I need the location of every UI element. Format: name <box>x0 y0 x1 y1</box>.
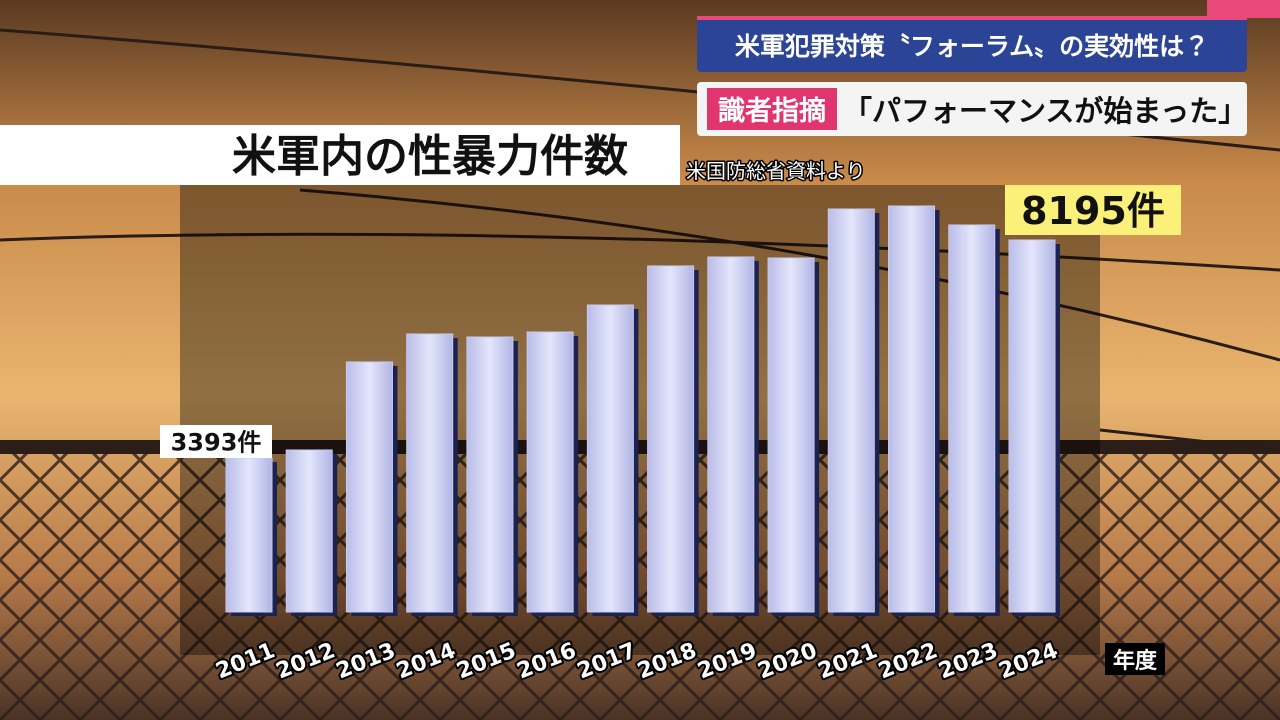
x-axis-label: 年度 <box>1113 648 1158 674</box>
bar <box>767 257 815 613</box>
bar <box>526 331 574 613</box>
bar <box>1008 239 1056 613</box>
bar <box>647 265 695 613</box>
source: 米国防総省資料より <box>686 159 866 183</box>
bar <box>225 457 273 613</box>
value-label: 3393件 <box>171 429 262 457</box>
headline: 米軍犯罪対策〝フォーラム〟の実効性は？ <box>735 32 1209 61</box>
subheadline: 「パフォーマンスが始まった」 <box>843 94 1247 128</box>
bar <box>406 333 454 613</box>
fence <box>0 440 1280 720</box>
bar <box>707 256 755 613</box>
bar <box>888 205 936 613</box>
bar <box>827 208 875 613</box>
bar <box>285 449 333 613</box>
bar <box>948 224 996 613</box>
tag-box <box>707 88 837 130</box>
headline-box <box>697 16 1247 72</box>
value-label-box <box>160 424 272 458</box>
headline-accent <box>697 16 1247 20</box>
bar <box>586 304 634 613</box>
title-box <box>0 125 680 185</box>
chart-title: 米軍内の性暴力件数 <box>232 131 628 182</box>
value-label: 8195件 <box>1021 189 1165 233</box>
x-label-box <box>1105 643 1165 675</box>
tag: 識者指摘 <box>718 95 826 127</box>
bar <box>345 361 393 613</box>
value-label-box <box>1004 184 1181 235</box>
bar <box>466 336 514 613</box>
corner-accent <box>1207 0 1280 18</box>
